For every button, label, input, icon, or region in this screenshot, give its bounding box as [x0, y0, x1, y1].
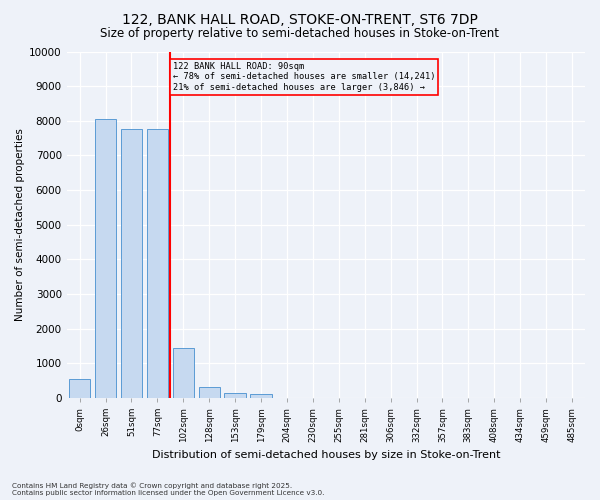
Text: Contains HM Land Registry data © Crown copyright and database right 2025.: Contains HM Land Registry data © Crown c…: [12, 482, 292, 489]
Bar: [69, 378, 90, 398]
Text: 122 BANK HALL ROAD: 90sqm
← 78% of semi-detached houses are smaller (14,241)
21%: 122 BANK HALL ROAD: 90sqm ← 78% of semi-…: [173, 62, 436, 92]
Bar: [95, 119, 116, 398]
Text: Size of property relative to semi-detached houses in Stoke-on-Trent: Size of property relative to semi-detach…: [101, 28, 499, 40]
Text: 122, BANK HALL ROAD, STOKE-ON-TRENT, ST6 7DP: 122, BANK HALL ROAD, STOKE-ON-TRENT, ST6…: [122, 12, 478, 26]
Bar: [121, 130, 142, 398]
Bar: [173, 348, 194, 398]
X-axis label: Distribution of semi-detached houses by size in Stoke-on-Trent: Distribution of semi-detached houses by …: [152, 450, 500, 460]
Y-axis label: Number of semi-detached properties: Number of semi-detached properties: [15, 128, 25, 321]
Bar: [147, 130, 168, 398]
Bar: [250, 394, 272, 398]
Bar: [224, 392, 246, 398]
Bar: [199, 386, 220, 398]
Text: Contains public sector information licensed under the Open Government Licence v3: Contains public sector information licen…: [12, 490, 325, 496]
